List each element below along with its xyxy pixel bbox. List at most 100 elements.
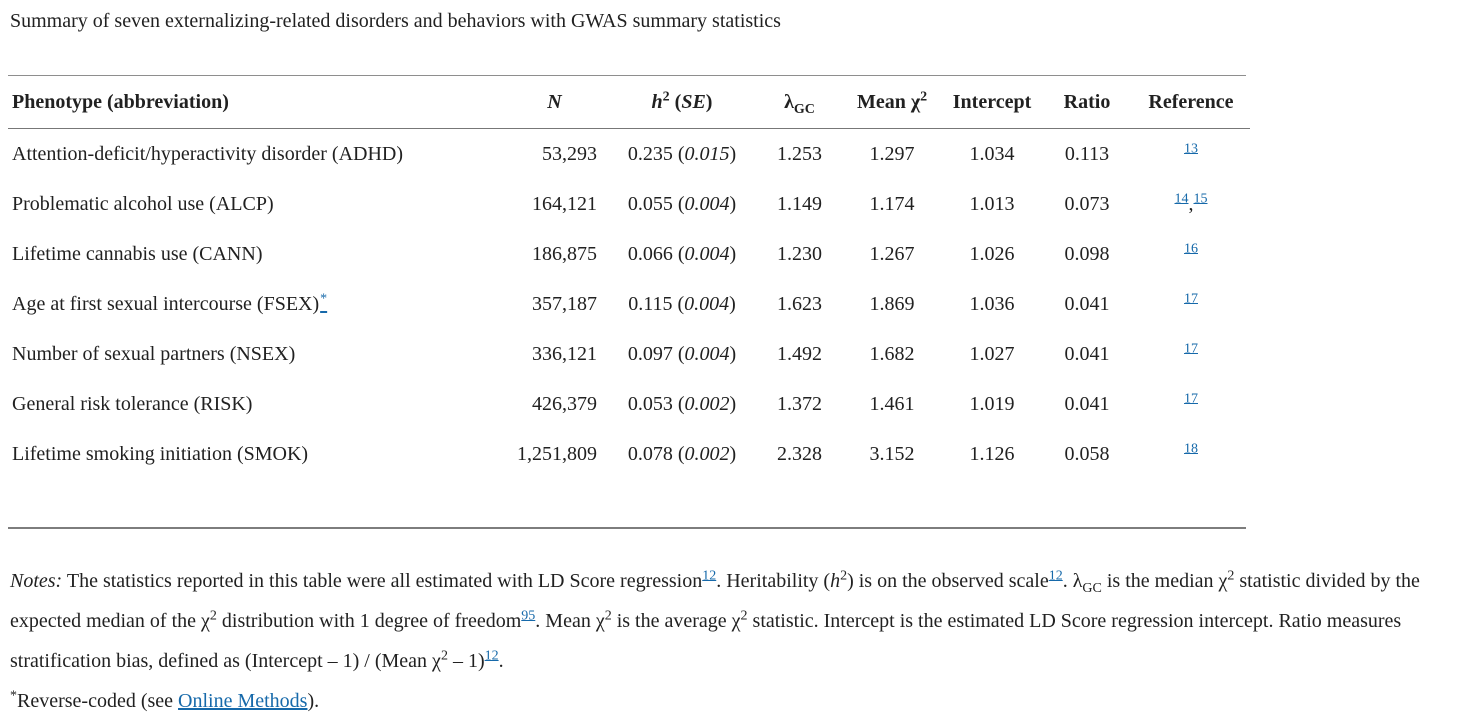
table-row: Lifetime smoking initiation (SMOK) 1,251,… xyxy=(8,429,1250,479)
footnote-marker: * xyxy=(10,688,17,704)
reference-link[interactable]: 18 xyxy=(1184,440,1198,456)
gwas-summary-table: Phenotype (abbreviation) N h2 (SE) λGC M… xyxy=(8,76,1250,479)
cell-reference: 13 xyxy=(1132,129,1250,180)
se-value: 0.004 xyxy=(684,192,730,215)
footnote-star-link[interactable]: * xyxy=(320,290,328,315)
table-row: Age at first sexual intercourse (FSEX)* 3… xyxy=(8,279,1250,329)
cell-phenotype: Age at first sexual intercourse (FSEX)* xyxy=(12,290,328,315)
table-notes: Notes: The statistics reported in this t… xyxy=(10,568,1420,672)
cell-reference: 17 xyxy=(1132,329,1250,379)
cell-ratio: 0.041 xyxy=(1064,342,1110,365)
superscript: 2 xyxy=(840,568,848,584)
citation-link[interactable]: 12 xyxy=(484,648,499,664)
italic-text: h xyxy=(651,90,663,113)
cell-intercept: 1.034 xyxy=(969,142,1015,165)
reference-link[interactable]: 16 xyxy=(1184,240,1198,256)
subscript: GC xyxy=(793,101,815,117)
cell-lambda-gc: 1.623 xyxy=(777,292,822,315)
cell-intercept: 1.026 xyxy=(969,242,1015,265)
cell-lambda-gc: 2.328 xyxy=(777,442,822,465)
cell-mean-chi2: 1.174 xyxy=(869,192,915,215)
reference-link[interactable]: 17 xyxy=(1184,390,1198,406)
superscript: 2 xyxy=(740,608,748,624)
col-header-ratio: Ratio xyxy=(1042,76,1132,129)
cell-n: 53,293 xyxy=(542,142,597,165)
cell-n: 336,121 xyxy=(532,342,597,365)
online-methods-link[interactable]: Online Methods xyxy=(178,690,308,712)
cell-intercept: 1.027 xyxy=(969,342,1015,365)
cell-h2-se: 0.066 (0.004) xyxy=(627,242,737,265)
cell-ratio: 0.041 xyxy=(1064,292,1110,315)
cell-h2-se: 0.053 (0.002) xyxy=(627,392,737,415)
cell-h2-se: 0.097 (0.004) xyxy=(627,342,737,365)
cell-mean-chi2: 3.152 xyxy=(869,442,915,465)
table-row: Number of sexual partners (NSEX) 336,121 0… xyxy=(8,329,1250,379)
cell-lambda-gc: 1.230 xyxy=(777,242,822,265)
cell-mean-chi2: 1.267 xyxy=(869,242,915,265)
stats-table-container: Phenotype (abbreviation) N h2 (SE) λGC M… xyxy=(8,75,1250,529)
reference-link[interactable]: 15 xyxy=(1193,190,1208,206)
cell-reference: 17 xyxy=(1132,379,1250,429)
cell-n: 357,187 xyxy=(532,292,597,315)
cell-reference: 14,15 xyxy=(1174,190,1208,215)
cell-n: 1,251,809 xyxy=(517,442,597,465)
col-header-phenotype: Phenotype (abbreviation) xyxy=(8,76,502,129)
cell-phenotype: Problematic alcohol use (ALCP) xyxy=(12,192,274,215)
cell-reference: 18 xyxy=(1132,429,1250,479)
italic-text: h xyxy=(830,570,841,592)
cell-mean-chi2: 1.297 xyxy=(869,142,915,165)
cell-lambda-gc: 1.372 xyxy=(777,392,822,415)
superscript: 2 xyxy=(440,648,448,664)
col-header-intercept: Intercept xyxy=(942,76,1042,129)
table-header: Phenotype (abbreviation) N h2 (SE) λGC M… xyxy=(8,76,1250,129)
cell-ratio: 0.098 xyxy=(1064,242,1110,265)
cell-mean-chi2: 1.682 xyxy=(869,342,915,365)
table-row: General risk tolerance (RISK) 426,379 0.05… xyxy=(8,379,1250,429)
table-body: Attention-deficit/hyperactivity disorder… xyxy=(8,129,1250,480)
italic-text: Notes: xyxy=(10,570,63,592)
table-row: Attention-deficit/hyperactivity disorder… xyxy=(8,129,1250,180)
reference-link[interactable]: 14 xyxy=(1174,190,1189,206)
cell-reference: 17 xyxy=(1132,279,1250,329)
cell-n: 186,875 xyxy=(532,242,597,265)
superscript: 2 xyxy=(920,88,928,104)
reference-link[interactable]: 17 xyxy=(1184,290,1198,306)
cell-ratio: 0.113 xyxy=(1064,142,1110,165)
cell-intercept: 1.036 xyxy=(969,292,1015,315)
cell-phenotype: Attention-deficit/hyperactivity disorder… xyxy=(12,142,403,165)
table-title: Summary of seven externalizing-related d… xyxy=(10,10,781,32)
table-header-row: Phenotype (abbreviation) N h2 (SE) λGC M… xyxy=(8,76,1250,129)
superscript: 2 xyxy=(1227,568,1235,584)
cell-h2-se: 0.115 (0.004) xyxy=(628,292,736,315)
cell-ratio: 0.058 xyxy=(1064,442,1110,465)
superscript: 2 xyxy=(662,88,670,104)
citation-link[interactable]: 95 xyxy=(521,608,536,624)
reference-link[interactable]: 17 xyxy=(1184,340,1198,356)
cell-phenotype: General risk tolerance (RISK) xyxy=(12,392,253,415)
cell-intercept: 1.019 xyxy=(969,392,1015,415)
cell-intercept: 1.126 xyxy=(969,442,1015,465)
col-header-lambda-gc: λGC xyxy=(757,76,842,129)
cell-mean-chi2: 1.869 xyxy=(869,292,915,315)
citation-link[interactable]: 12 xyxy=(1048,568,1063,584)
table-row: Lifetime cannabis use (CANN) 186,875 0.066… xyxy=(8,229,1250,279)
se-value: 0.004 xyxy=(684,292,730,315)
se-value: 0.002 xyxy=(684,442,730,465)
table-row: Problematic alcohol use (ALCP) 164,121 0.0… xyxy=(8,179,1250,229)
col-header-reference: Reference xyxy=(1132,76,1250,129)
cell-ratio: 0.073 xyxy=(1064,192,1110,215)
subscript: GC xyxy=(1082,581,1102,596)
col-header-n: N xyxy=(502,76,607,129)
cell-n: 426,379 xyxy=(532,392,597,415)
cell-phenotype: Lifetime cannabis use (CANN) xyxy=(12,242,263,265)
cell-mean-chi2: 1.461 xyxy=(869,392,915,415)
citation-link[interactable]: 12 xyxy=(702,568,717,584)
cell-lambda-gc: 1.492 xyxy=(777,342,822,365)
footnote-marker: * xyxy=(320,290,328,306)
cell-lambda-gc: 1.149 xyxy=(777,192,822,215)
cell-n: 164,121 xyxy=(532,192,597,215)
superscript: 2 xyxy=(604,608,612,624)
reference-link[interactable]: 13 xyxy=(1184,140,1198,156)
cell-h2-se: 0.055 (0.004) xyxy=(627,192,737,215)
